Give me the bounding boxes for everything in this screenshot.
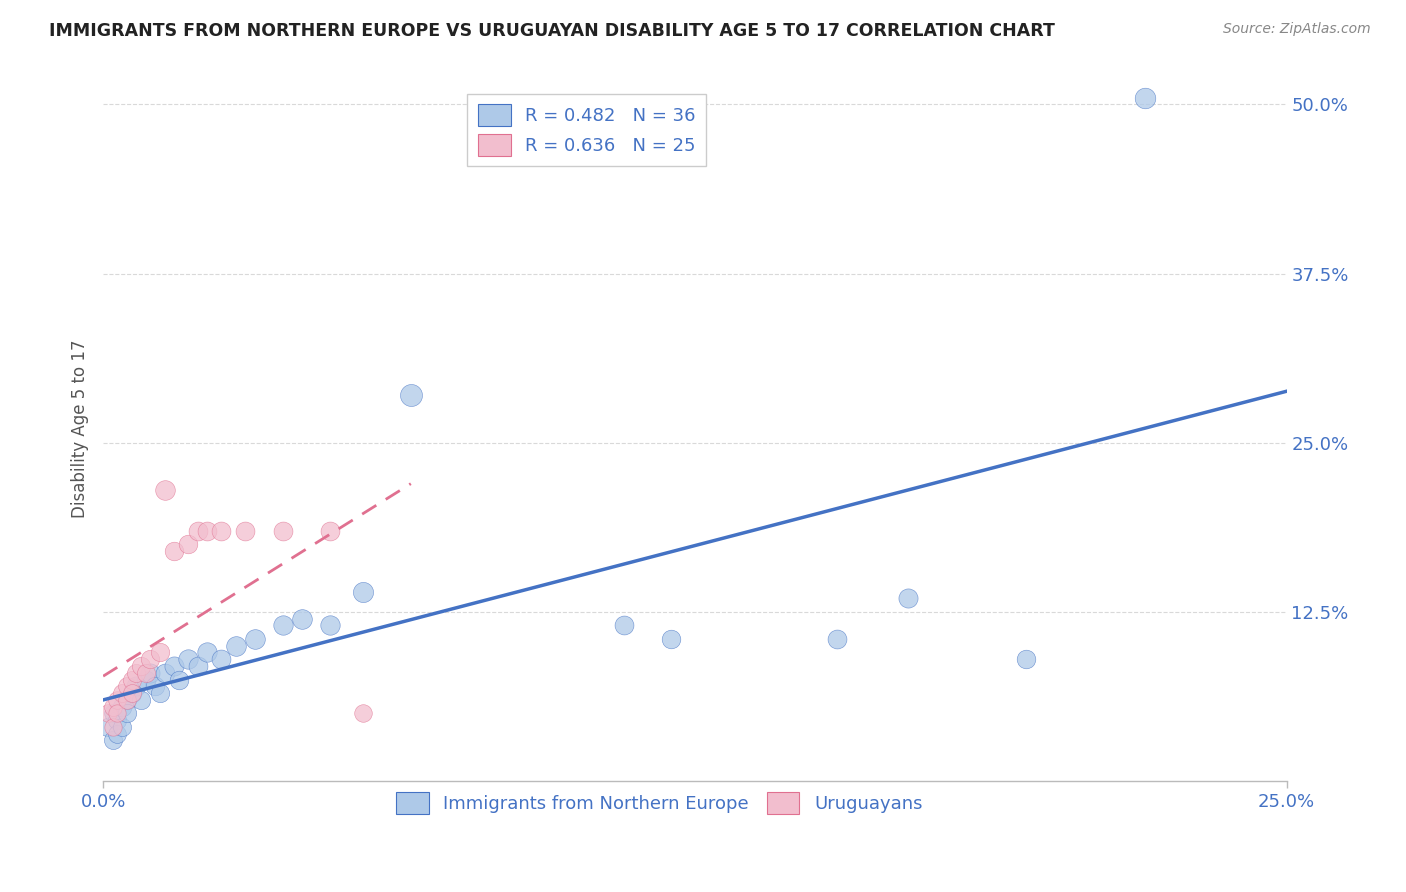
Point [177, 652, 200, 666]
Point [101, 720, 124, 734]
Point [115, 693, 138, 707]
Point [319, 524, 342, 538]
Point [211, 652, 233, 666]
Point [153, 665, 176, 680]
Point [291, 612, 314, 626]
Point [167, 673, 190, 687]
Point [135, 665, 157, 680]
Point [105, 726, 128, 740]
Point [187, 524, 209, 538]
Point [105, 706, 128, 721]
Point [115, 706, 138, 721]
Point [1015, 652, 1038, 666]
Point [139, 665, 162, 680]
Point [1133, 91, 1156, 105]
Point [399, 388, 422, 402]
Text: Source: ZipAtlas.com: Source: ZipAtlas.com [1223, 22, 1371, 37]
Point [121, 686, 143, 700]
Point [177, 537, 200, 551]
Text: IMMIGRANTS FROM NORTHERN EUROPE VS URUGUAYAN DISABILITY AGE 5 TO 17 CORRELATION : IMMIGRANTS FROM NORTHERN EUROPE VS URUGU… [49, 22, 1054, 40]
Point [97, 720, 120, 734]
Point [139, 652, 162, 666]
Point [111, 686, 134, 700]
Point [225, 639, 247, 653]
Point [97, 706, 120, 721]
Point [211, 524, 233, 538]
Point [135, 673, 157, 687]
Y-axis label: Disability Age 5 to 17: Disability Age 5 to 17 [72, 340, 89, 518]
Point [105, 713, 128, 727]
Point [163, 659, 186, 673]
Point [153, 483, 176, 497]
Point [353, 584, 375, 599]
Point [233, 524, 256, 538]
Point [187, 659, 209, 673]
Point [143, 679, 166, 693]
Point [111, 699, 134, 714]
Point [115, 679, 138, 693]
Point [111, 720, 134, 734]
Point [319, 618, 342, 632]
Point [129, 659, 152, 673]
Point [195, 645, 218, 659]
Point [101, 733, 124, 747]
Point [825, 632, 848, 646]
Point [125, 665, 148, 680]
Point [149, 686, 172, 700]
Point [271, 618, 294, 632]
Point [105, 693, 128, 707]
Point [121, 686, 143, 700]
Point [101, 699, 124, 714]
Point [125, 679, 148, 693]
Legend: Immigrants from Northern Europe, Uruguayans: Immigrants from Northern Europe, Uruguay… [385, 781, 934, 825]
Point [613, 618, 636, 632]
Point [163, 544, 186, 558]
Point [243, 632, 266, 646]
Point [659, 632, 682, 646]
Point [271, 524, 294, 538]
Point [897, 591, 920, 606]
Point [115, 693, 138, 707]
Point [353, 706, 375, 721]
Point [121, 673, 143, 687]
Point [101, 706, 124, 721]
Point [129, 693, 152, 707]
Point [195, 524, 218, 538]
Point [149, 645, 172, 659]
